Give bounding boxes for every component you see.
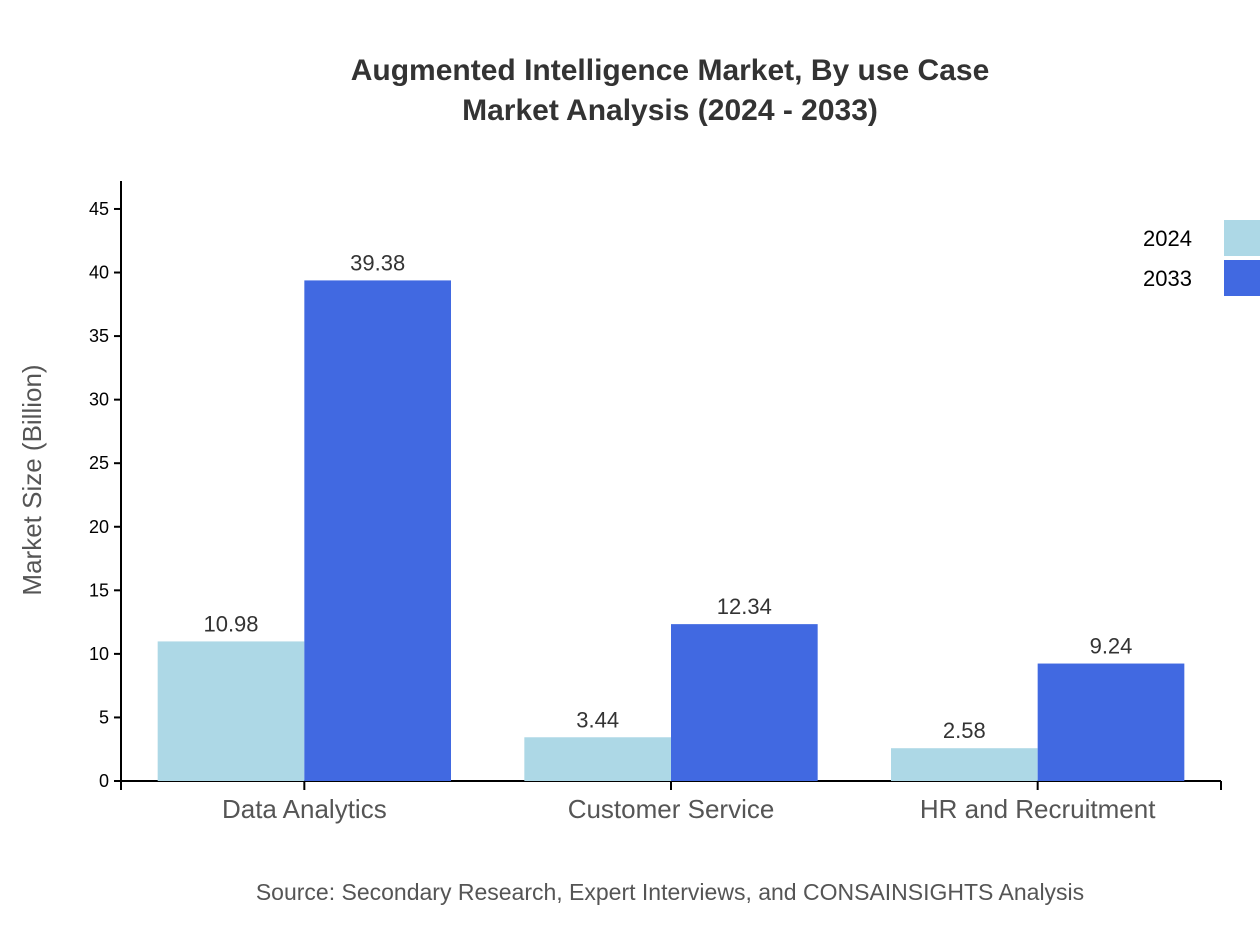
bar-2033: [304, 280, 451, 781]
data-label: 3.44: [576, 707, 619, 732]
legend-swatch-2033: [1224, 260, 1260, 296]
y-tick-label: 25: [89, 453, 109, 473]
chart-subtitle: Market Analysis (2024 - 2033): [462, 94, 878, 127]
y-tick-label: 30: [89, 390, 109, 410]
data-label: 2.58: [943, 718, 986, 743]
data-label: 39.38: [350, 250, 405, 275]
bar-2024: [891, 748, 1038, 781]
source-note: Source: Secondary Research, Expert Inter…: [256, 879, 1084, 905]
x-tick-label: HR and Recruitment: [920, 794, 1156, 824]
y-tick-label: 15: [89, 580, 109, 600]
bar-2024: [157, 641, 305, 781]
y-tick-label: 5: [99, 707, 109, 727]
data-label: 9.24: [1090, 634, 1133, 659]
chart-title: Augmented Intelligence Market, By use Ca…: [351, 54, 990, 87]
legend-label: 2033: [1143, 266, 1192, 291]
y-tick-label: 40: [89, 263, 109, 283]
bar-2024: [524, 737, 671, 781]
legend-swatch-2024: [1224, 220, 1260, 256]
y-tick-label: 10: [89, 644, 109, 664]
y-tick-label: 0: [99, 771, 109, 791]
x-tick-label: Customer Service: [568, 794, 775, 824]
data-label: 10.98: [203, 611, 258, 636]
legend-label: 2024: [1143, 226, 1192, 251]
bar-2033: [671, 624, 818, 781]
y-tick-label: 20: [89, 517, 109, 537]
y-tick-label: 45: [89, 199, 109, 219]
y-tick-label: 35: [89, 326, 109, 346]
bar-2033: [1037, 663, 1185, 781]
y-axis-label: Market Size (Billion): [17, 364, 47, 595]
x-tick-label: Data Analytics: [222, 794, 387, 824]
data-label: 12.34: [717, 594, 772, 619]
